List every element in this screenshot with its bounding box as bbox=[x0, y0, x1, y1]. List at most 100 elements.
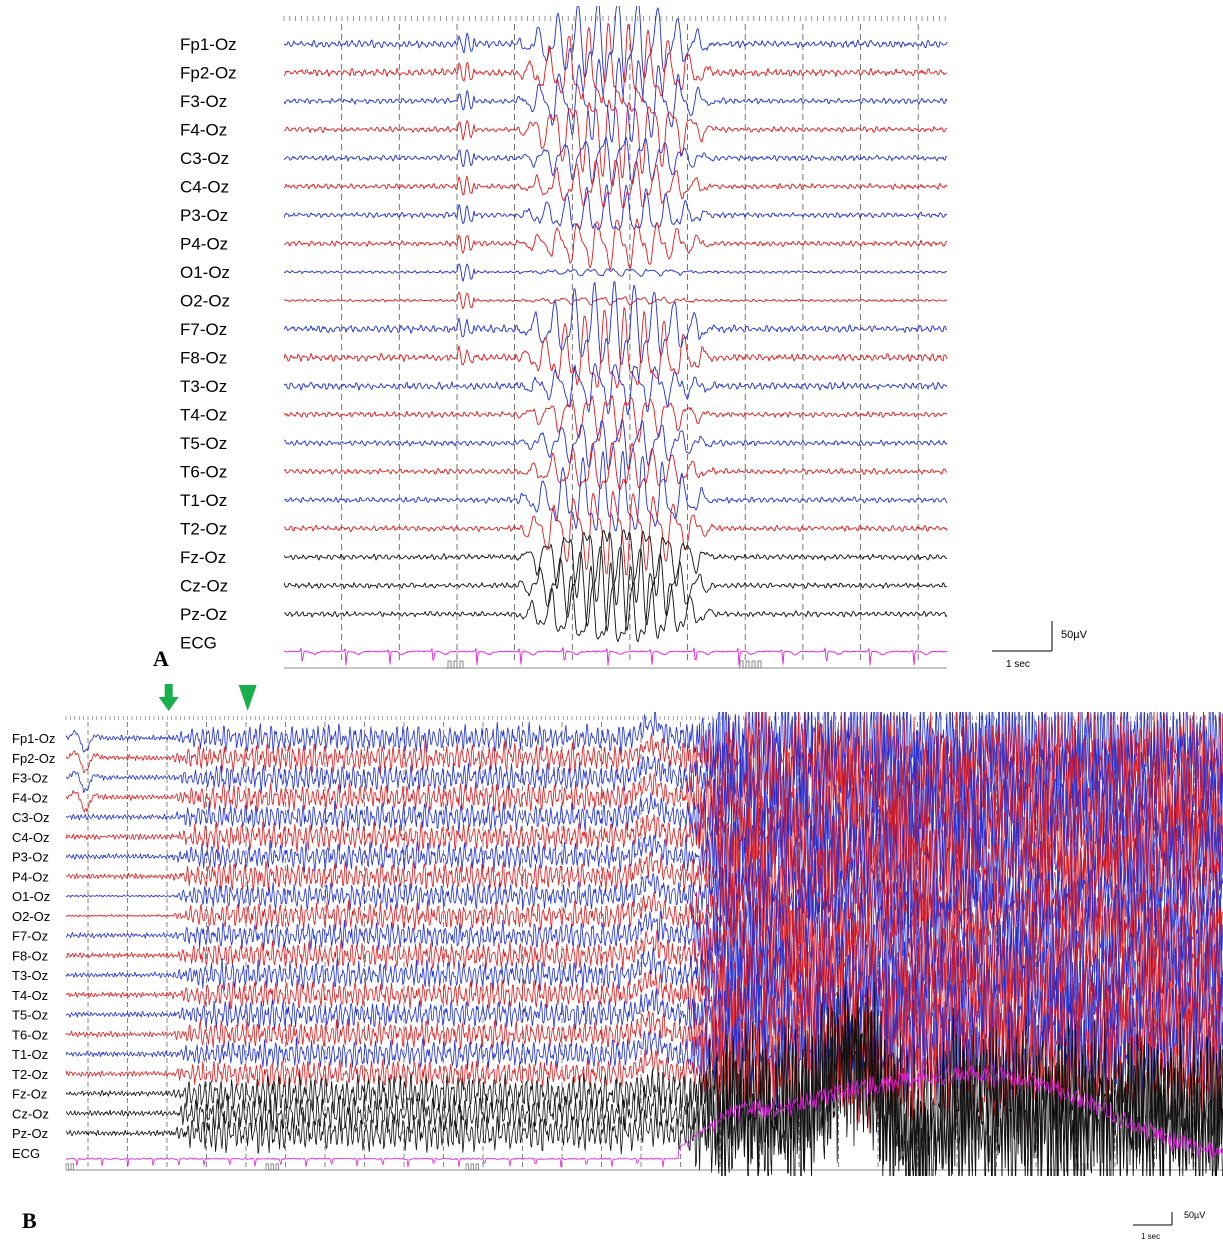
channel-label-p3-oz: P3-Oz bbox=[12, 850, 49, 865]
channel-label-fp2-oz: Fp2-Oz bbox=[180, 64, 237, 83]
scale-amplitude-b: 50µV bbox=[1184, 1210, 1205, 1220]
channel-label-t1-oz: T1-Oz bbox=[12, 1047, 48, 1062]
trace-p4-oz bbox=[66, 815, 1223, 940]
channel-label-t2-oz: T2-Oz bbox=[180, 520, 227, 539]
trace-cz-oz bbox=[66, 996, 1223, 1176]
channel-label-f8-oz: F8-Oz bbox=[12, 948, 48, 963]
trace-f3-oz bbox=[284, 57, 948, 143]
channel-label-fp2-oz: Fp2-Oz bbox=[12, 751, 55, 766]
channel-label-f3-oz: F3-Oz bbox=[180, 92, 227, 111]
trace-t2-oz bbox=[284, 490, 948, 576]
trace-t1-oz bbox=[284, 450, 948, 532]
trace-pz-oz bbox=[284, 562, 948, 643]
trace-cz-oz bbox=[284, 546, 948, 632]
channel-label-o1-oz: O1-Oz bbox=[12, 889, 50, 904]
channel-label-t5-oz: T5-Oz bbox=[12, 1008, 48, 1023]
channel-label-c4-oz: C4-Oz bbox=[12, 830, 50, 845]
panel-a: Fp1-Oz Fp2-Oz F3-Oz F4-Oz C3-Oz C4-Oz P3-Oz P4-… bbox=[153, 6, 1088, 671]
channel-label-fp1-oz: Fp1-Oz bbox=[12, 731, 55, 746]
channel-label-o2-oz: O2-Oz bbox=[12, 909, 50, 924]
channel-label-f4-oz: F4-Oz bbox=[12, 790, 48, 805]
time-grid-a bbox=[283, 16, 947, 669]
channel-label-o2-oz: O2-Oz bbox=[180, 292, 230, 311]
channel-label-f3-oz: F3-Oz bbox=[12, 771, 48, 786]
channel-label-pz-oz: Pz-Oz bbox=[12, 1126, 48, 1141]
channel-label-t4-oz: T4-Oz bbox=[180, 406, 227, 425]
trace-ecg bbox=[66, 1064, 1223, 1168]
eeg-traces-b bbox=[66, 712, 1223, 1176]
trace-f4-oz bbox=[284, 99, 948, 179]
channel-label-f7-oz: F7-Oz bbox=[12, 929, 48, 944]
trace-f7-oz bbox=[284, 281, 948, 365]
channel-label-c3-oz: C3-Oz bbox=[180, 149, 229, 168]
trace-fz-oz bbox=[284, 529, 948, 606]
channel-label-o1-oz: O1-Oz bbox=[180, 263, 230, 282]
eeg-traces-a bbox=[284, 6, 948, 666]
scale-time-b: 1 sec bbox=[1141, 1232, 1160, 1241]
channel-label-f7-oz: F7-Oz bbox=[180, 320, 227, 339]
channel-label-c3-oz: C3-Oz bbox=[12, 810, 50, 825]
channel-label-t3-oz: T3-Oz bbox=[180, 377, 227, 396]
event-marker bbox=[446, 660, 464, 669]
panel-b: Fp1-Oz Fp2-Oz F3-Oz F4-Oz C3-Oz C4-Oz P3-Oz P4-… bbox=[12, 684, 1223, 1241]
scale-bar-a: 50µV 1 sec bbox=[992, 621, 1088, 670]
trace-c3-oz bbox=[284, 136, 948, 187]
onset-markers-b bbox=[158, 684, 257, 711]
trace-t4-oz bbox=[66, 932, 1223, 1053]
trace-f7-oz bbox=[66, 877, 1223, 1001]
trace-o1-oz bbox=[284, 263, 948, 282]
event-marker bbox=[738, 660, 762, 669]
channel-label-t5-oz: T5-Oz bbox=[180, 434, 227, 453]
event-marker bbox=[265, 1163, 279, 1171]
channel-label-cz-oz: Cz-Oz bbox=[12, 1106, 49, 1121]
panel-label-b: B bbox=[22, 1208, 37, 1233]
trace-fp1-oz bbox=[66, 712, 1223, 804]
channel-label-f8-oz: F8-Oz bbox=[180, 349, 227, 368]
channel-labels-b: Fp1-Oz Fp2-Oz F3-Oz F4-Oz C3-Oz C4-Oz P3-Oz P4-… bbox=[12, 731, 55, 1161]
channel-labels-a: Fp1-Oz Fp2-Oz F3-Oz F4-Oz C3-Oz C4-Oz P3-Oz P4-… bbox=[180, 35, 237, 653]
channel-label-fp1-oz: Fp1-Oz bbox=[180, 35, 237, 54]
channel-label-t6-oz: T6-Oz bbox=[12, 1027, 48, 1042]
panel-label-a: A bbox=[153, 646, 169, 671]
channel-label-t6-oz: T6-Oz bbox=[180, 463, 227, 482]
trace-t3-oz bbox=[284, 363, 948, 416]
channel-label-fz-oz: Fz-Oz bbox=[12, 1087, 47, 1102]
trace-c4-oz bbox=[284, 159, 948, 209]
trace-c4-oz bbox=[66, 776, 1223, 899]
channel-label-t4-oz: T4-Oz bbox=[12, 988, 48, 1003]
trace-p4-oz bbox=[284, 218, 948, 271]
arrowhead-marker bbox=[238, 685, 257, 711]
channel-label-ecg: ECG bbox=[180, 634, 217, 653]
channel-label-cz-oz: Cz-Oz bbox=[180, 577, 228, 596]
channel-label-c4-oz: C4-Oz bbox=[180, 178, 229, 197]
trace-t6-oz bbox=[284, 442, 948, 491]
channel-label-t3-oz: T3-Oz bbox=[12, 968, 48, 983]
trace-t4-oz bbox=[284, 394, 948, 443]
scale-time-a: 1 sec bbox=[1006, 659, 1030, 670]
trace-t3-oz bbox=[66, 916, 1223, 1037]
channel-label-ecg: ECG bbox=[12, 1146, 40, 1161]
onset-arrow-marker bbox=[158, 684, 179, 711]
channel-label-t1-oz: T1-Oz bbox=[180, 491, 227, 510]
trace-f4-oz bbox=[66, 736, 1223, 857]
trace-fp1-oz bbox=[284, 6, 948, 83]
trace-o2-oz bbox=[284, 291, 948, 310]
trace-t5-oz bbox=[66, 957, 1223, 1077]
trace-t5-oz bbox=[284, 418, 948, 470]
channel-label-t2-oz: T2-Oz bbox=[12, 1067, 48, 1082]
trace-t1-oz bbox=[66, 988, 1223, 1112]
channel-label-p3-oz: P3-Oz bbox=[180, 206, 228, 225]
channel-label-f4-oz: F4-Oz bbox=[180, 121, 227, 140]
channel-label-p4-oz: P4-Oz bbox=[12, 869, 49, 884]
trace-ecg bbox=[284, 647, 948, 666]
event-marker bbox=[465, 1163, 479, 1171]
trace-p3-oz bbox=[66, 795, 1223, 915]
scale-amplitude-a: 50µV bbox=[1061, 629, 1088, 641]
scale-bar-b: 50µV 1 sec bbox=[1133, 1210, 1205, 1241]
event-marker bbox=[65, 1163, 74, 1171]
channel-label-p4-oz: P4-Oz bbox=[180, 235, 228, 254]
channel-label-pz-oz: Pz-Oz bbox=[180, 605, 227, 624]
trace-pz-oz bbox=[66, 1003, 1223, 1176]
trace-f8-oz bbox=[66, 890, 1223, 1017]
